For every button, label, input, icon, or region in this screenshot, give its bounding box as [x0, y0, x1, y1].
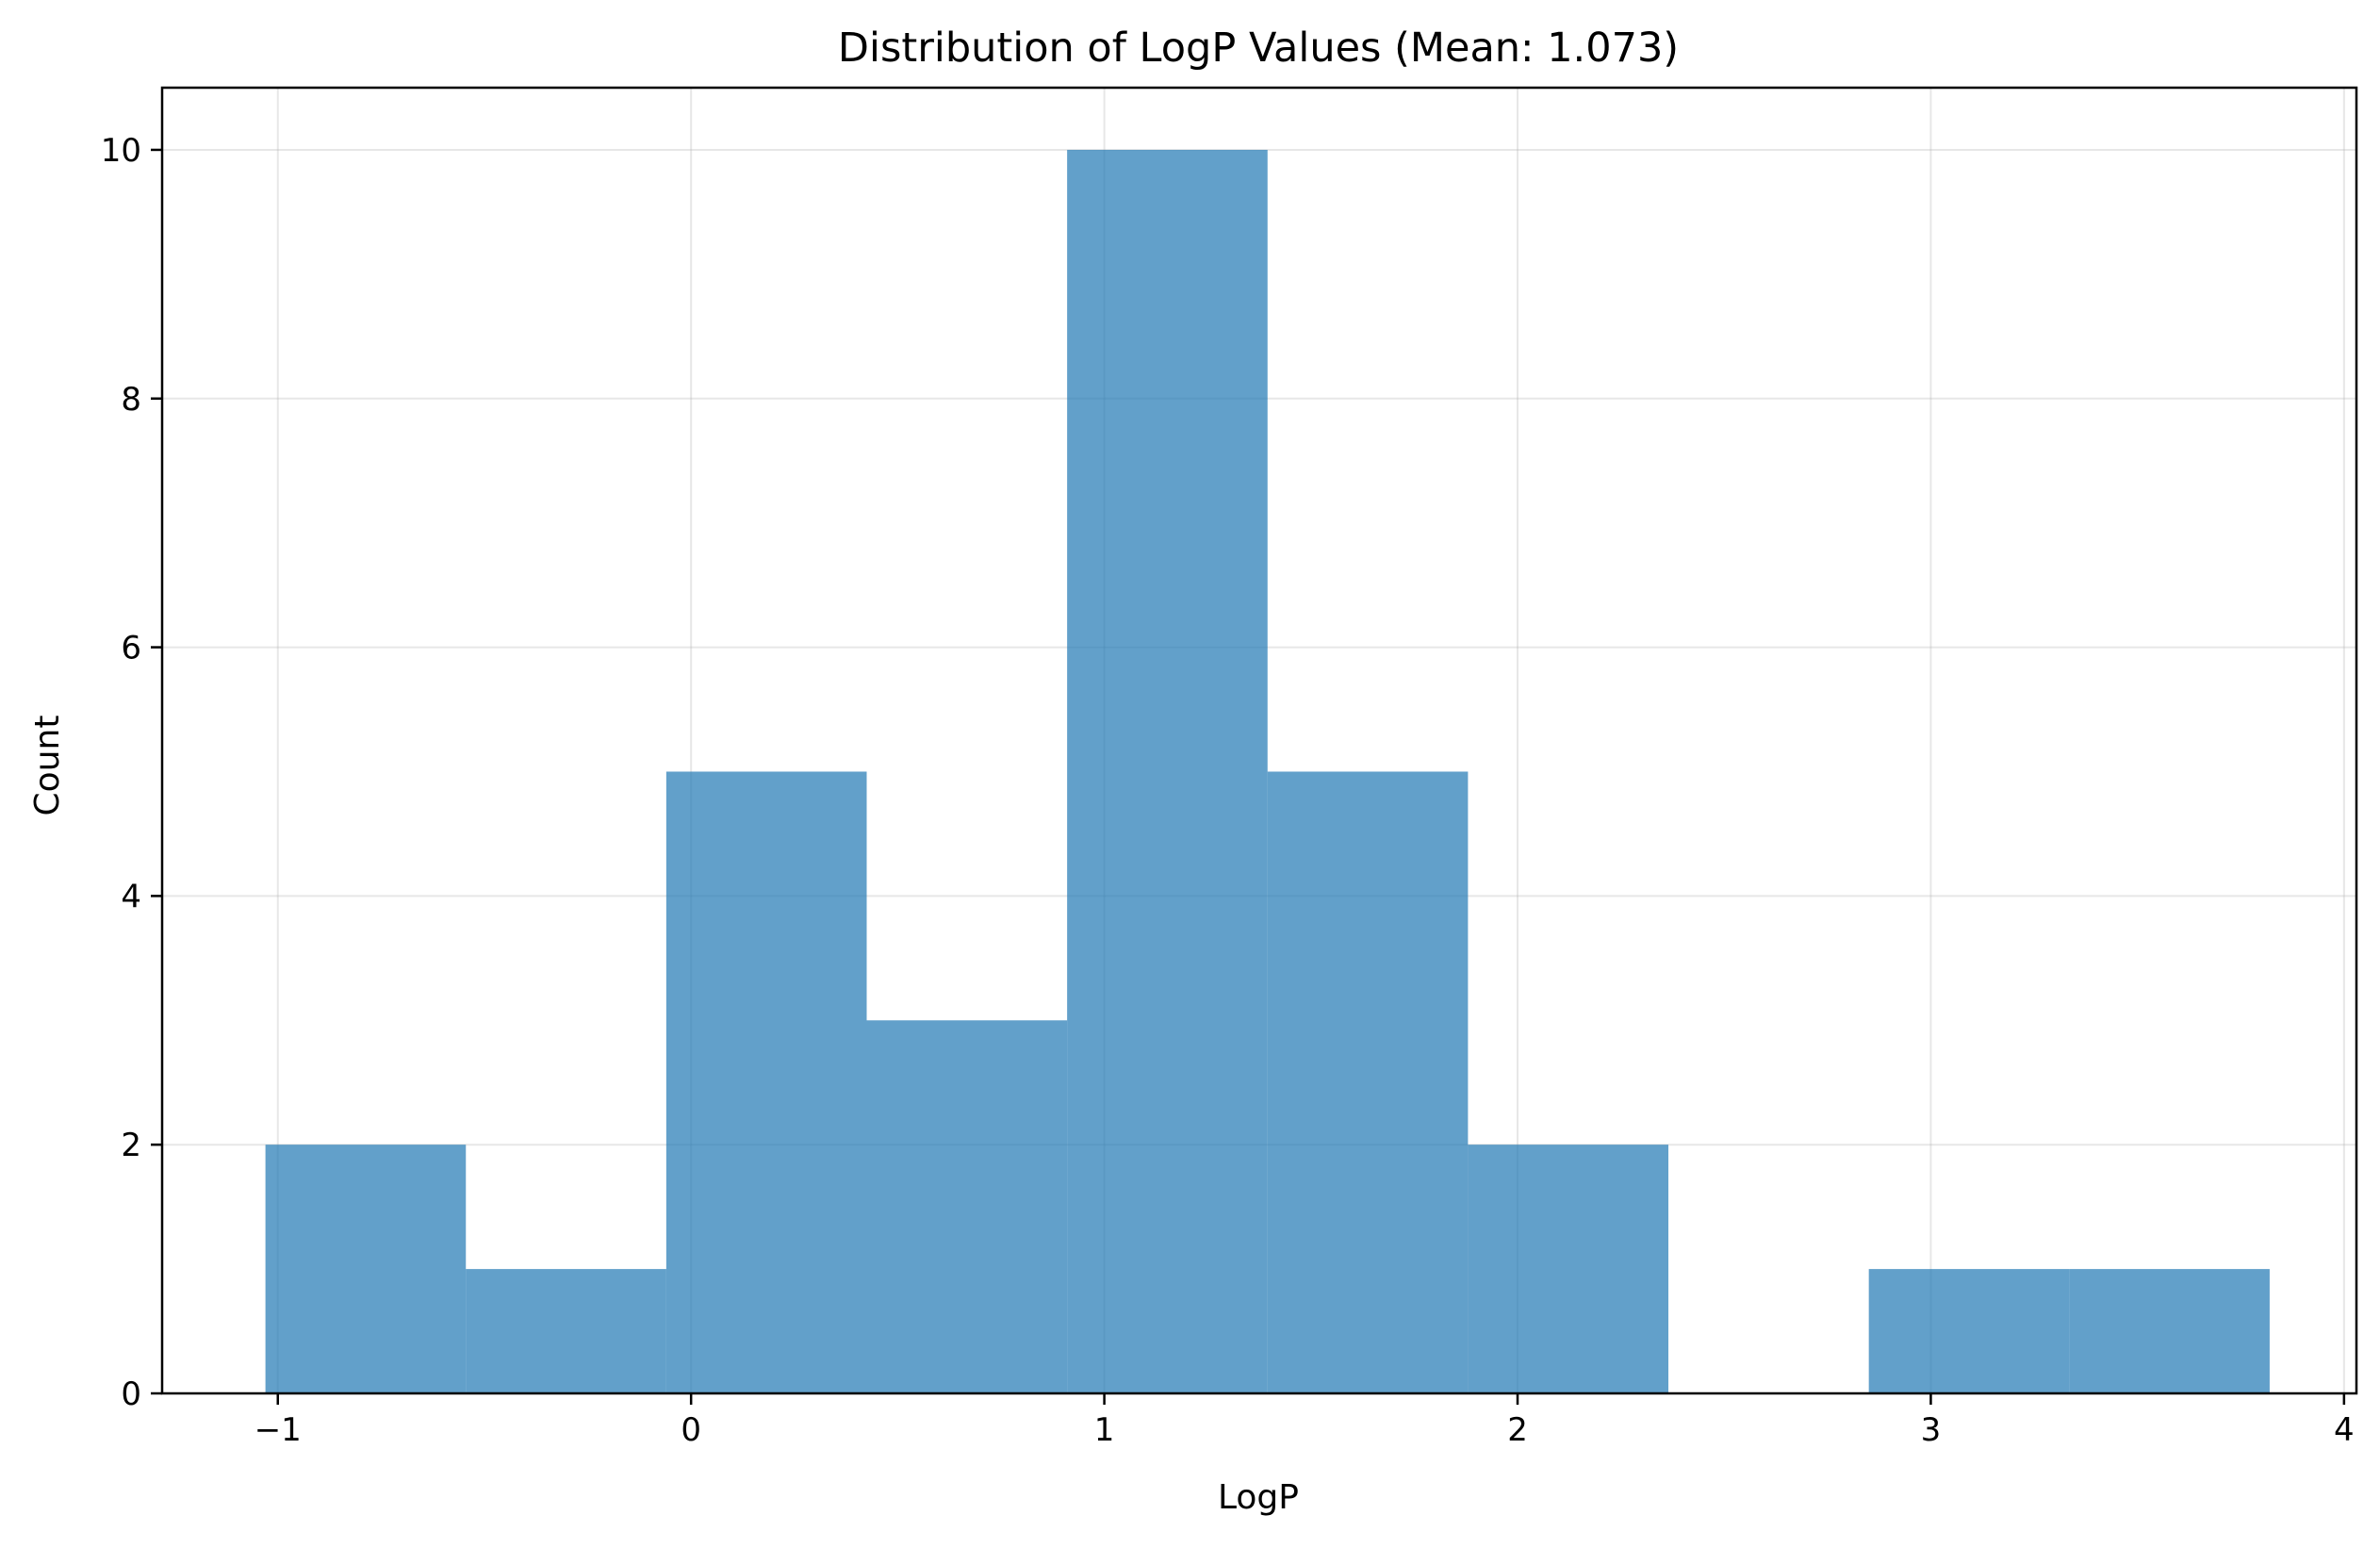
histogram-bar: [665, 771, 867, 1393]
histogram-bar: [866, 1020, 1068, 1393]
x-tick-label: 0: [681, 1411, 701, 1449]
axes-frame: [160, 86, 2358, 1395]
x-tick-label: 2: [1507, 1411, 1528, 1449]
x-axis-ticks: −1 0 1 2 3 4: [254, 1393, 2355, 1449]
histogram-bar: [1067, 149, 1268, 1393]
histogram-bar: [1868, 1269, 2070, 1393]
y-axis-ticks: 0 2 4 6 8 10: [101, 132, 162, 1413]
histogram-bar: [2069, 1269, 2270, 1393]
x-tick-label: 1: [1094, 1411, 1115, 1449]
y-tick-label: 6: [121, 630, 141, 667]
y-tick-label: 8: [121, 381, 141, 419]
histogram-bars: [265, 149, 2270, 1393]
histogram-bar: [1468, 1145, 1669, 1393]
y-tick-label: 10: [101, 132, 141, 170]
x-axis-label: LogP: [1218, 1478, 1299, 1517]
chart-title: Distribution of LogP Values (Mean: 1.073…: [838, 25, 1679, 72]
plot-frame: [160, 86, 2358, 1395]
x-tick-label: −1: [254, 1411, 302, 1449]
histogram-bar: [265, 1145, 467, 1393]
y-tick-label: 0: [121, 1375, 141, 1413]
histogram-bar: [1267, 771, 1469, 1393]
y-axis-label: Count: [28, 716, 67, 816]
histogram-bar: [466, 1269, 666, 1393]
y-tick-label: 4: [121, 878, 141, 915]
x-tick-label: 4: [2334, 1411, 2355, 1449]
y-tick-label: 2: [121, 1127, 141, 1164]
x-tick-label: 3: [1921, 1411, 1942, 1449]
